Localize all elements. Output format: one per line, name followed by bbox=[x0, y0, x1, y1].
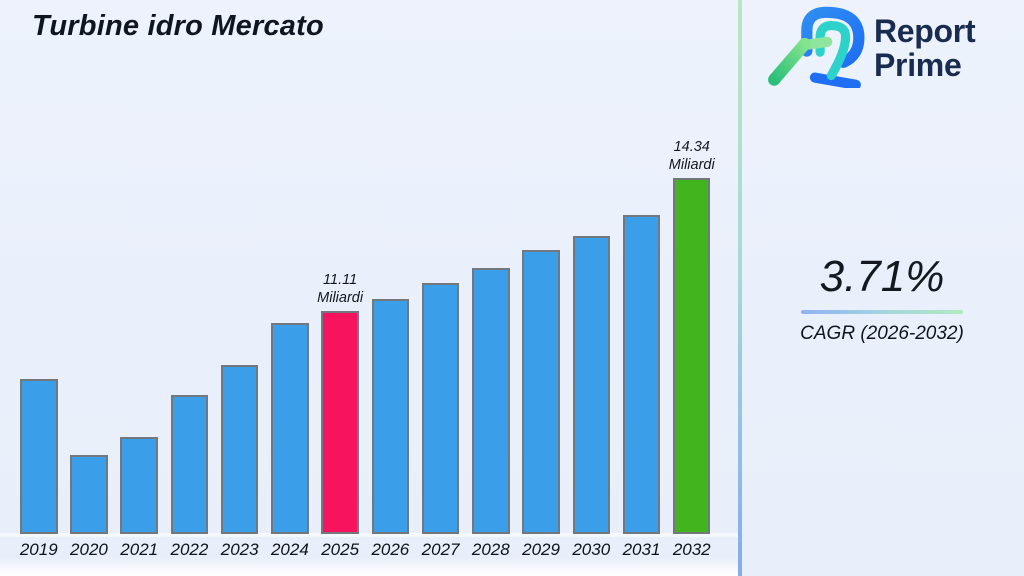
bar-2020 bbox=[70, 455, 108, 534]
x-tick-2025: 2025 bbox=[321, 540, 360, 559]
cagr-value: 3.71% bbox=[819, 252, 945, 301]
report-prime-logo: Report Prime bbox=[764, 6, 1014, 92]
x-tick-2024: 2024 bbox=[270, 540, 309, 559]
bar-2029 bbox=[522, 250, 560, 534]
bar-2025 bbox=[321, 311, 359, 534]
x-tick-2029: 2029 bbox=[522, 540, 560, 559]
bar-2028 bbox=[472, 268, 510, 534]
cagr-caption: CAGR (2026-2032) bbox=[800, 323, 964, 344]
bar-2030 bbox=[572, 236, 611, 534]
page-title: Turbine idro Mercato bbox=[32, 10, 324, 42]
report-prime-logo-icon bbox=[768, 6, 865, 88]
x-tick-2032: 2032 bbox=[672, 540, 711, 559]
x-tick-2020: 2020 bbox=[70, 540, 108, 559]
bar-2021 bbox=[120, 437, 158, 534]
logo-word-prime: Prime bbox=[874, 47, 962, 83]
cagr-panel: 3.71% CAGR (2026-2032) bbox=[747, 252, 1017, 345]
x-tick-2030: 2030 bbox=[572, 540, 611, 559]
x-tick-2026: 2026 bbox=[371, 540, 410, 559]
vertical-divider bbox=[738, 0, 742, 576]
bar-2022 bbox=[170, 395, 209, 534]
x-tick-2031: 2031 bbox=[622, 540, 661, 559]
x-tick-2022: 2022 bbox=[170, 540, 209, 559]
data-label-2025: 11.11 Miliardi bbox=[317, 272, 364, 306]
logo-word-report: Report bbox=[874, 13, 976, 49]
bar-2032 bbox=[672, 178, 711, 534]
bar-2031 bbox=[622, 215, 661, 534]
chart-bottom-fade bbox=[0, 558, 739, 576]
x-axis-line bbox=[0, 533, 739, 537]
bar-2023 bbox=[220, 365, 259, 534]
x-tick-2019: 2019 bbox=[19, 540, 58, 559]
bar-chart: 2019 2020 2021 2022 2023 2024 2025 2026 2027 2028… bbox=[0, 139, 739, 576]
bar-2024 bbox=[271, 323, 309, 534]
x-tick-2027: 2027 bbox=[421, 540, 460, 559]
report-prime-wordmark: Report Prime bbox=[874, 13, 976, 83]
bar-2026 bbox=[371, 299, 410, 534]
cagr-underline bbox=[801, 310, 963, 314]
bar-2019 bbox=[20, 379, 58, 534]
x-tick-2021: 2021 bbox=[120, 540, 159, 559]
data-label-2032: 14.34 Miliardi bbox=[668, 139, 715, 173]
x-tick-2028: 2028 bbox=[471, 540, 510, 559]
bar-2027 bbox=[421, 283, 460, 534]
x-tick-2023: 2023 bbox=[220, 540, 259, 559]
